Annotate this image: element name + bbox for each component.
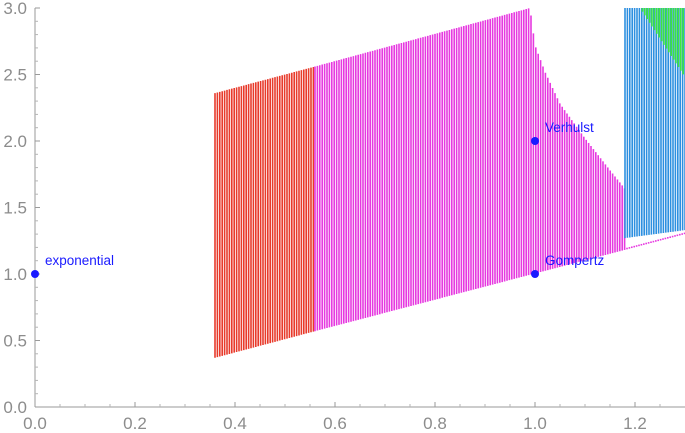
x-tick-label: 0.6 <box>323 414 347 433</box>
x-tick-label: 0.0 <box>23 414 47 433</box>
point-label-exponential: exponential <box>45 253 114 268</box>
x-tick-label: 1.0 <box>523 414 547 433</box>
point-exponential <box>31 270 39 278</box>
region-1 <box>314 8 685 332</box>
point-label-gompertz: Gompertz <box>545 253 605 268</box>
x-tick-label: 1.2 <box>623 414 647 433</box>
x-tick-label: 0.2 <box>123 414 147 433</box>
y-tick-label: 2.5 <box>3 66 27 85</box>
point-label-verhulst: Verhulst <box>545 120 594 135</box>
x-tick-label: 0.4 <box>223 414 247 433</box>
y-tick-label: 1.5 <box>3 199 27 218</box>
y-tick-label: 1.0 <box>3 265 27 284</box>
y-tick-label: 2.0 <box>3 132 27 151</box>
y-tick-label: 0.5 <box>3 332 27 351</box>
region-3 <box>641 8 685 75</box>
point-verhulst <box>531 137 539 145</box>
y-tick-label: 0.0 <box>3 398 27 417</box>
x-tick-label: 0.8 <box>423 414 447 433</box>
y-tick-label: 3.0 <box>3 0 27 18</box>
region-0 <box>214 66 315 358</box>
ticks: 0.0 0.2 0.4 0.6 0.8 1.0 1.2 0.0 0.5 1.0 1.5 2.0 2.5 3… <box>3 0 661 433</box>
points: exponential Verhulst Gompertz <box>31 120 605 278</box>
region-2 <box>624 8 685 239</box>
point-gompertz <box>531 270 539 278</box>
hatched-regions <box>214 8 685 358</box>
